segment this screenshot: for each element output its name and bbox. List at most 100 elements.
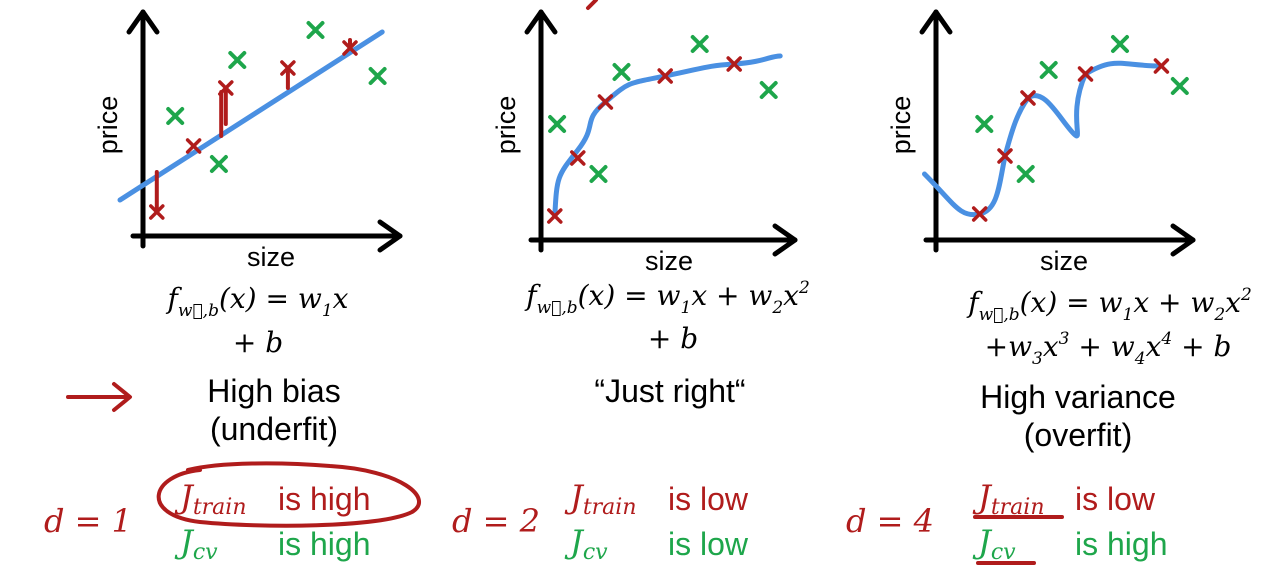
j-train-status: is low	[1075, 481, 1156, 517]
y-axis-label: price	[491, 96, 521, 155]
j-cv-status: is high	[1075, 526, 1168, 562]
cv-point-1	[1016, 165, 1035, 183]
equation-line-2: + b	[648, 322, 698, 355]
verdict-line-0: High variance	[980, 379, 1176, 415]
panel-overfit: price size	[886, 9, 1196, 276]
train-point-3-stroke-b	[280, 60, 296, 76]
cv-point-3	[690, 35, 709, 53]
verdict-line-1: (underfit)	[210, 411, 338, 447]
cv-point-2-stroke-b	[228, 51, 247, 69]
errors-underfit: d = 1 Jtrain is high Jcv is high	[44, 478, 371, 565]
j-train-status: is low	[668, 481, 749, 517]
j-cv-symbol: Jcv	[174, 523, 218, 565]
train-point-3-stroke-b	[657, 68, 673, 84]
train-point-3	[657, 68, 673, 84]
panel-underfit: price size	[93, 9, 403, 272]
equation-line-1: fw⃗,b(x) = w1x + w2x2	[524, 278, 810, 318]
train-point-2-stroke-b	[1020, 90, 1036, 106]
cv-point-1-stroke-b	[1016, 165, 1035, 183]
pointer-arrow-head	[112, 382, 132, 412]
degree-label: d = 4	[846, 502, 934, 540]
j-cv-status: is low	[668, 526, 749, 562]
cv-point-4-stroke-b	[759, 81, 778, 99]
handwritten-annotations	[156, 0, 1064, 565]
cv-point-3	[1111, 35, 1129, 53]
pointer-arrow-icon	[66, 382, 132, 412]
verdict-overfit: High variance(overfit)	[980, 379, 1176, 453]
train-point-4	[726, 56, 742, 72]
cv-point-4-stroke-b	[1170, 77, 1189, 95]
train-point-0	[547, 208, 563, 224]
verdict-line-0: High bias	[207, 373, 340, 409]
j-cv-status: is high	[278, 526, 371, 562]
train-point-0	[149, 204, 165, 220]
cv-point-4	[759, 81, 778, 99]
equation-line-1: fw⃗,b(x) = w1x	[166, 282, 349, 321]
train-point-0	[971, 206, 988, 222]
j-cv-symbol: Jcv	[564, 523, 608, 565]
verdict-line-0: “Just right“	[594, 373, 745, 409]
cv-point-1-stroke-b	[589, 165, 608, 183]
cv-point-1	[589, 165, 608, 183]
train-point-2-stroke-b	[597, 94, 614, 110]
panel-just-right: price size	[491, 9, 798, 276]
x-axis-arrow	[772, 223, 798, 257]
train-point-2	[597, 94, 614, 110]
x-axis-label: size	[1040, 246, 1088, 276]
train-point-3-stroke-b	[1077, 66, 1094, 82]
train-point-4-stroke-b	[1153, 58, 1170, 74]
train-point-2-stroke-b	[218, 80, 234, 96]
equation-line-2: + b	[233, 326, 283, 359]
train-point-2	[218, 80, 234, 96]
train-point-4	[342, 40, 358, 56]
cv-point-0	[166, 107, 185, 125]
y-axis-arrow	[126, 9, 160, 35]
train-point-1-stroke-b	[185, 138, 202, 154]
x-axis-label: size	[645, 246, 693, 276]
train-point-1-stroke-b	[997, 148, 1013, 164]
x-axis-label: size	[247, 242, 295, 272]
cv-point-0	[548, 115, 567, 133]
cv-point-3-stroke-b	[306, 21, 325, 39]
train-point-0-stroke-b	[971, 206, 988, 222]
verdict-underfit: High bias(underfit)	[207, 373, 340, 447]
x-axis-arrow	[1170, 223, 1196, 257]
cv-point-0-stroke-b	[975, 115, 994, 133]
equation-line-1: fw⃗,b(x) = w1x + w2x2	[966, 285, 1252, 325]
cv-point-4	[1170, 77, 1189, 95]
train-point-4-stroke-b	[726, 56, 742, 72]
train-point-0-stroke-b	[149, 204, 165, 220]
x-axis-arrow	[377, 219, 403, 253]
cv-point-3-stroke-b	[690, 35, 709, 53]
train-point-1-stroke-b	[570, 150, 586, 166]
cv-point-0-stroke-b	[548, 115, 567, 133]
cv-point-4	[368, 67, 387, 85]
j-train-symbol: Jtrain	[972, 478, 1045, 520]
train-point-1	[570, 150, 586, 166]
circle-annotation	[156, 461, 421, 528]
train-point-3	[280, 60, 296, 76]
equation-underfit: fw⃗,b(x) = w1x + b	[166, 282, 349, 359]
fitted-curve	[117, 29, 385, 203]
cv-point-4-stroke-b	[368, 67, 387, 85]
degree-label: d = 1	[44, 502, 132, 540]
j-cv-symbol: Jcv	[972, 523, 1016, 565]
j-train-symbol: Jtrain	[564, 478, 637, 520]
cv-point-1-stroke-b	[209, 155, 228, 173]
train-point-4	[1153, 58, 1170, 74]
train-point-1	[997, 148, 1013, 164]
equation-overfit: fw⃗,b(x) = w1x + w2x2+w3x3 + w4x4 + b	[966, 285, 1252, 369]
y-axis-label: price	[93, 96, 123, 155]
train-point-2	[1020, 90, 1036, 106]
cv-point-3	[306, 21, 325, 39]
equation-just-right: fw⃗,b(x) = w1x + w2x2 + b	[524, 278, 810, 355]
cv-point-0	[975, 115, 994, 133]
j-train-status: is high	[278, 481, 371, 517]
verdict-just-right: “Just right“	[594, 373, 745, 409]
y-axis-arrow	[524, 9, 558, 35]
cv-point-2	[1039, 61, 1058, 79]
train-point-4-stroke-b	[342, 40, 358, 56]
cv-point-2	[228, 51, 247, 69]
j-train-symbol: Jtrain	[174, 478, 247, 520]
